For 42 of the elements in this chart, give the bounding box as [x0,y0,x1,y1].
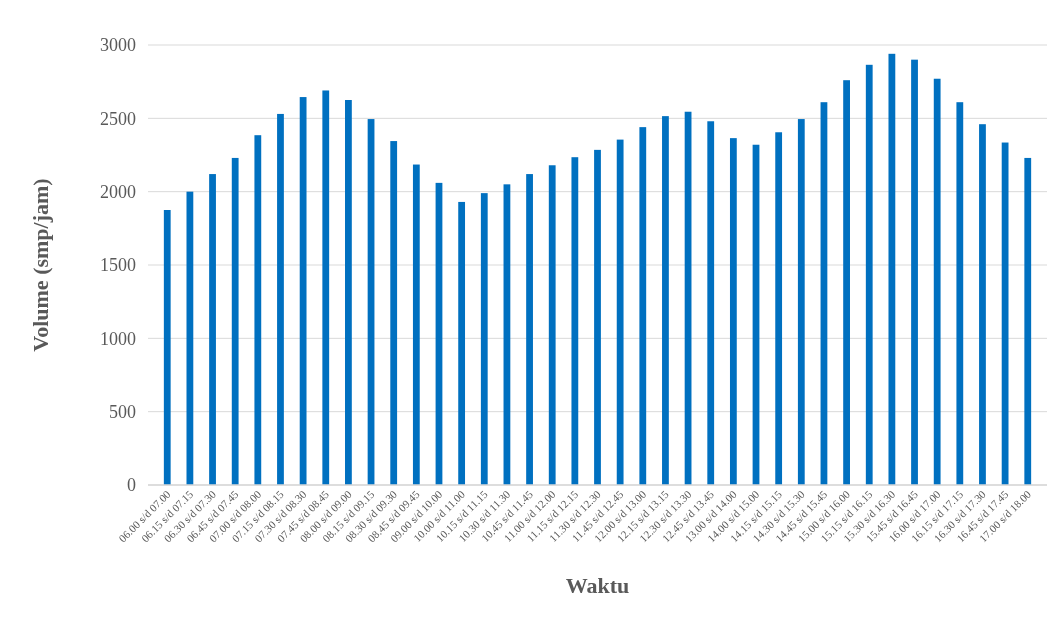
y-tick-label: 0 [127,475,136,496]
bar [933,78,941,485]
bar [775,132,783,485]
bar [458,201,466,485]
bar [526,174,533,485]
bar [209,174,216,485]
bar [1024,157,1032,485]
bar [254,135,262,485]
bar [480,193,488,485]
bar [888,53,896,485]
y-tick-label: 2000 [100,181,136,202]
bar [412,164,420,485]
y-tick-label: 1000 [100,328,136,349]
bar [345,100,352,485]
bar [911,59,918,485]
bar [548,165,556,485]
y-tick-label: 2500 [100,108,136,129]
bar [956,102,964,485]
y-tick-label: 500 [109,401,136,422]
bar [322,90,330,485]
y-tick-label: 1500 [100,255,136,276]
bar [231,157,239,485]
bar [797,119,805,485]
bar [662,116,669,485]
bar [843,80,850,485]
y-tick-label: 3000 [100,35,136,56]
bar [594,149,601,485]
bar [299,97,307,485]
x-axis-title: Waktu [565,573,630,598]
bar [979,124,986,485]
bar [277,113,284,485]
bar [616,139,624,485]
y-axis-title: Volume (smp/jam) [28,178,53,352]
bar [1001,142,1009,485]
bar [729,138,737,485]
bar [707,121,715,485]
bar [390,141,398,485]
bar [163,210,171,485]
bar [865,64,873,485]
bar [639,127,647,485]
bar [186,191,194,485]
bar [571,157,579,485]
